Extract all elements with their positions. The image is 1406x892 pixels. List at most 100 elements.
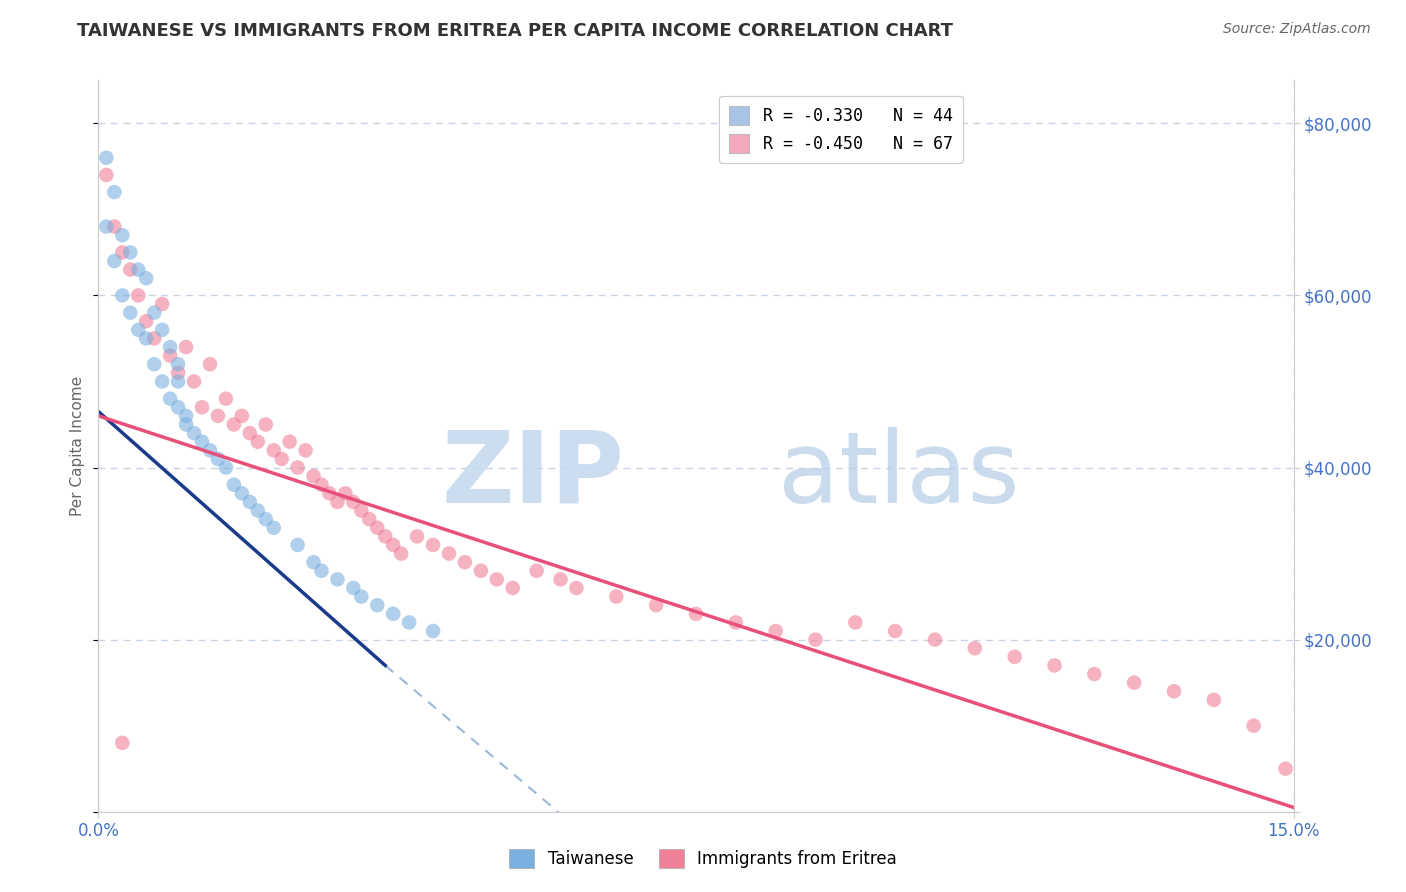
Point bbox=[103, 185, 125, 199]
Point bbox=[254, 417, 277, 432]
Point bbox=[326, 573, 349, 587]
Point bbox=[111, 245, 134, 260]
Point bbox=[222, 477, 245, 491]
Point bbox=[1202, 693, 1225, 707]
Point bbox=[326, 495, 349, 509]
Point bbox=[103, 254, 125, 268]
Point bbox=[174, 409, 197, 423]
Point bbox=[120, 245, 142, 260]
Point bbox=[302, 469, 325, 483]
Point bbox=[645, 598, 668, 612]
Point bbox=[135, 331, 157, 345]
Point bbox=[159, 349, 181, 363]
Point bbox=[502, 581, 524, 595]
Point bbox=[342, 495, 364, 509]
Point bbox=[318, 486, 340, 500]
Point bbox=[1004, 649, 1026, 664]
Point bbox=[366, 521, 388, 535]
Point bbox=[278, 434, 301, 449]
Point bbox=[963, 641, 986, 656]
Point bbox=[350, 503, 373, 517]
Point bbox=[804, 632, 827, 647]
Point bbox=[198, 357, 221, 371]
Point bbox=[302, 555, 325, 569]
Point bbox=[924, 632, 946, 647]
Point bbox=[311, 564, 333, 578]
Point bbox=[167, 357, 190, 371]
Point bbox=[374, 529, 396, 543]
Point bbox=[263, 443, 285, 458]
Point bbox=[222, 417, 245, 432]
Point bbox=[198, 443, 221, 458]
Point bbox=[111, 288, 134, 302]
Point bbox=[1083, 667, 1105, 681]
Point bbox=[215, 392, 238, 406]
Point bbox=[470, 564, 492, 578]
Point bbox=[454, 555, 477, 569]
Point bbox=[437, 547, 460, 561]
Point bbox=[207, 409, 229, 423]
Point bbox=[1043, 658, 1066, 673]
Text: ZIP: ZIP bbox=[441, 426, 624, 524]
Point bbox=[263, 521, 285, 535]
Point bbox=[311, 477, 333, 491]
Point bbox=[143, 305, 166, 319]
Point bbox=[844, 615, 866, 630]
Point bbox=[96, 168, 118, 182]
Point bbox=[389, 547, 412, 561]
Point bbox=[135, 271, 157, 285]
Point bbox=[120, 305, 142, 319]
Point bbox=[246, 503, 269, 517]
Point bbox=[150, 323, 173, 337]
Point bbox=[1163, 684, 1185, 698]
Point bbox=[350, 590, 373, 604]
Point bbox=[270, 451, 292, 466]
Point bbox=[150, 375, 173, 389]
Point bbox=[174, 340, 197, 354]
Point bbox=[174, 417, 197, 432]
Point bbox=[1274, 762, 1296, 776]
Point bbox=[382, 607, 405, 621]
Y-axis label: Per Capita Income: Per Capita Income bbox=[70, 376, 86, 516]
Point bbox=[191, 434, 214, 449]
Point bbox=[342, 581, 364, 595]
Point bbox=[406, 529, 429, 543]
Point bbox=[159, 392, 181, 406]
Point bbox=[207, 451, 229, 466]
Point bbox=[254, 512, 277, 526]
Point bbox=[127, 323, 149, 337]
Point bbox=[167, 401, 190, 415]
Point bbox=[1243, 719, 1265, 733]
Point bbox=[287, 460, 309, 475]
Point bbox=[335, 486, 357, 500]
Point bbox=[215, 460, 238, 475]
Point bbox=[183, 426, 205, 441]
Point bbox=[1123, 675, 1146, 690]
Point bbox=[287, 538, 309, 552]
Point bbox=[127, 288, 149, 302]
Point bbox=[191, 401, 214, 415]
Point bbox=[167, 366, 190, 380]
Text: TAIWANESE VS IMMIGRANTS FROM ERITREA PER CAPITA INCOME CORRELATION CHART: TAIWANESE VS IMMIGRANTS FROM ERITREA PER… bbox=[77, 22, 953, 40]
Text: Source: ZipAtlas.com: Source: ZipAtlas.com bbox=[1223, 22, 1371, 37]
Point bbox=[359, 512, 381, 526]
Point bbox=[239, 495, 262, 509]
Point bbox=[111, 228, 134, 243]
Point bbox=[246, 434, 269, 449]
Point bbox=[884, 624, 907, 638]
Point bbox=[96, 219, 118, 234]
Point bbox=[422, 624, 444, 638]
Point bbox=[294, 443, 316, 458]
Point bbox=[231, 409, 253, 423]
Point bbox=[724, 615, 747, 630]
Point bbox=[526, 564, 548, 578]
Point bbox=[366, 598, 388, 612]
Point bbox=[111, 736, 134, 750]
Point bbox=[239, 426, 262, 441]
Point bbox=[765, 624, 787, 638]
Point bbox=[135, 314, 157, 328]
Point bbox=[127, 262, 149, 277]
Point bbox=[159, 340, 181, 354]
Point bbox=[183, 375, 205, 389]
Point bbox=[382, 538, 405, 552]
